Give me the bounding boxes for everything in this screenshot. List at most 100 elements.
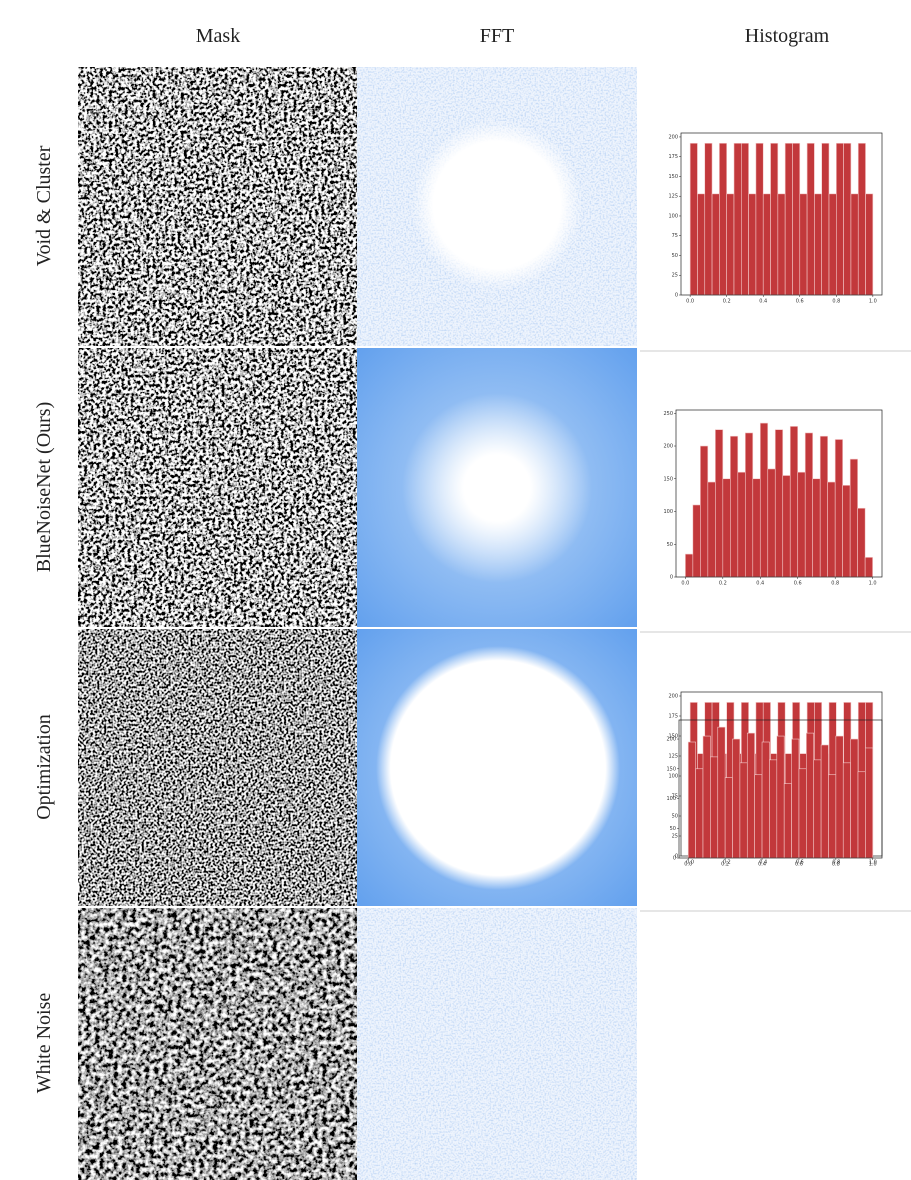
- bar: [722, 478, 731, 578]
- bar: [710, 756, 719, 859]
- bar: [755, 142, 764, 296]
- y-tick-label: 25: [672, 834, 678, 840]
- bar: [715, 429, 724, 578]
- bar: [828, 774, 837, 859]
- x-tick-label: 0.4: [756, 581, 764, 587]
- bar: [762, 193, 771, 296]
- bar: [770, 142, 779, 296]
- bar: [783, 783, 792, 859]
- bar: [789, 426, 799, 578]
- x-tick-label: 1.0: [869, 299, 877, 305]
- bar: [784, 142, 793, 296]
- bar: [865, 747, 874, 859]
- fft-images: [357, 67, 637, 1180]
- y-tick-label: 50: [672, 814, 678, 820]
- mask-images: [78, 67, 357, 1180]
- mask-image: [78, 67, 357, 346]
- bar: [740, 142, 749, 296]
- bar: [835, 735, 844, 859]
- y-tick-label: 100: [668, 774, 678, 780]
- x-tick-label: 0.2: [719, 581, 727, 587]
- y-tick-label: 150: [668, 734, 678, 740]
- x-tick-label: 0.6: [796, 299, 804, 305]
- bar: [689, 142, 698, 296]
- y-tick-label: 0: [670, 575, 673, 581]
- bar: [827, 481, 836, 578]
- separators: [640, 350, 911, 912]
- x-tick-label: 0.4: [759, 299, 767, 305]
- y-tick-label: 75: [672, 233, 678, 239]
- y-tick-label: 200: [668, 134, 678, 140]
- bar: [744, 432, 754, 578]
- bar: [850, 193, 859, 296]
- plot-frame: [680, 132, 883, 296]
- bar: [820, 744, 829, 859]
- x-tick-label: 0.8: [832, 862, 840, 868]
- y-tick-label: 200: [668, 694, 678, 700]
- bar: [752, 478, 761, 578]
- y-tick-label: 0: [673, 856, 676, 862]
- mask-image: [78, 348, 357, 627]
- x-tick-label: 0.0: [686, 299, 694, 305]
- bar: [761, 741, 770, 859]
- bar: [777, 193, 786, 296]
- bar: [792, 142, 801, 296]
- bar: [748, 193, 757, 296]
- column-header: Mask: [196, 25, 240, 47]
- y-tick-label: 200: [663, 444, 673, 450]
- bar: [737, 471, 746, 578]
- x-tick-label: 0.4: [759, 860, 767, 866]
- bar: [726, 193, 735, 296]
- bar: [797, 471, 806, 578]
- bar: [842, 485, 851, 578]
- plot-frame: [675, 409, 883, 578]
- row-label: Optimization: [33, 714, 55, 820]
- bar: [730, 435, 739, 578]
- fft-noise: [357, 908, 637, 1180]
- x-tick-label: 0.2: [723, 299, 731, 305]
- x-tick-label: 0.2: [721, 862, 729, 868]
- bar: [724, 777, 733, 859]
- bar: [759, 422, 769, 578]
- x-tick-label: 0.0: [684, 862, 692, 868]
- bar: [819, 435, 828, 578]
- bar: [711, 193, 720, 296]
- bar: [702, 735, 711, 859]
- y-tick-label: 125: [668, 754, 678, 760]
- y-tick-label: 150: [666, 766, 676, 772]
- column-header: FFT: [480, 25, 514, 47]
- x-tick-label: 0.2: [723, 860, 731, 866]
- bar: [857, 142, 866, 296]
- x-tick-label: 0.4: [758, 862, 766, 868]
- bar: [685, 553, 694, 578]
- bar: [850, 738, 859, 859]
- y-tick-label: 50: [670, 826, 676, 832]
- x-tick-label: 0.6: [794, 581, 802, 587]
- bar: [814, 193, 823, 296]
- y-tick-label: 100: [663, 509, 673, 515]
- bar: [687, 741, 696, 859]
- x-tick-label: 1.0: [869, 581, 877, 587]
- bar: [834, 439, 843, 578]
- bar: [799, 193, 808, 296]
- bar: [782, 475, 791, 578]
- y-tick-label: 100: [668, 213, 678, 219]
- y-tick-label: 0: [675, 293, 678, 299]
- x-tick-label: 0.8: [831, 581, 839, 587]
- bar: [806, 732, 815, 859]
- row-label: BlueNoiseNet (Ours): [33, 402, 55, 573]
- x-tick-label: 1.0: [869, 862, 877, 868]
- x-tick-label: 0.6: [796, 860, 804, 866]
- y-tick-label: 100: [666, 796, 676, 802]
- bar: [857, 507, 866, 578]
- plot-frame: [678, 719, 883, 859]
- mask-image: [78, 629, 357, 906]
- bar: [767, 468, 776, 578]
- bar: [717, 726, 726, 859]
- bar: [774, 429, 784, 578]
- bar: [739, 762, 748, 859]
- bar: [842, 762, 851, 859]
- bar: [843, 142, 852, 296]
- bar: [806, 142, 815, 296]
